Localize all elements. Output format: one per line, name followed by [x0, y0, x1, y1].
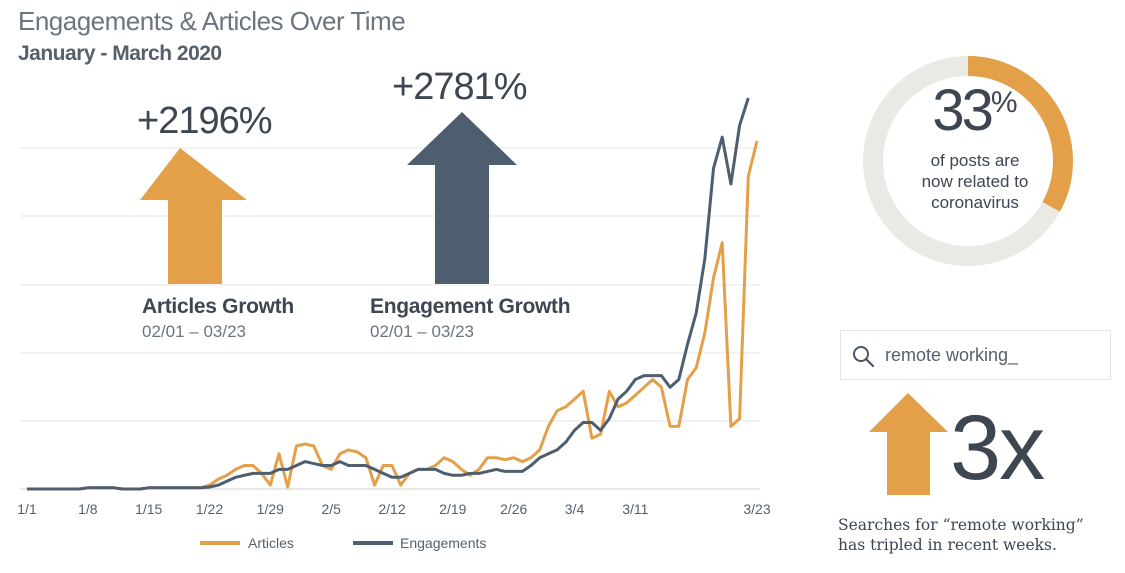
- search-note-line1: Searches for “remote working”: [838, 516, 1084, 534]
- x-tick-label: 3/11: [622, 501, 648, 517]
- donut-value: 33%: [925, 82, 1025, 140]
- x-tick-label: 1/29: [257, 501, 284, 517]
- x-tick-label: 2/12: [378, 501, 405, 517]
- x-tick-label: 2/26: [500, 501, 527, 517]
- articles-growth-value: +2196%: [137, 100, 273, 142]
- x-tick-label: 1/22: [196, 501, 223, 517]
- donut-caption-line3: coronavirus: [931, 193, 1019, 212]
- donut-number: 33: [932, 78, 993, 143]
- x-tick-label: 1/8: [78, 501, 98, 517]
- search-growth-arrow-icon: [869, 393, 948, 495]
- x-tick-label: 3/23: [743, 501, 770, 517]
- engagement-growth-range: 02/01 – 03/23: [370, 322, 474, 341]
- x-tick-label: 3/4: [565, 501, 585, 517]
- articles-growth-arrow-icon: [140, 148, 247, 284]
- x-tick-label: 2/19: [439, 501, 466, 517]
- donut-unit: %: [990, 86, 1018, 119]
- x-tick-label: 1/1: [17, 501, 37, 517]
- search-note-line2: has tripled in recent weeks.: [838, 536, 1057, 554]
- articles-growth-range: 02/01 – 03/23: [142, 322, 246, 341]
- donut-caption: of posts are now related to coronavirus: [888, 150, 1062, 213]
- legend-label-engagements: Engagements: [400, 535, 486, 551]
- x-tick-label: 1/15: [135, 501, 162, 517]
- search-multiplier: 3x: [950, 397, 1045, 499]
- search-note: Searches for “remote working” has triple…: [838, 515, 1084, 555]
- donut-caption-line2: now related to: [921, 172, 1029, 191]
- donut-caption-line1: of posts are: [930, 151, 1020, 170]
- donut-arc: [967, 56, 1073, 212]
- articles-growth-label: Articles Growth: [142, 295, 294, 318]
- engagement-growth-label: Engagement Growth: [370, 295, 571, 318]
- engagement-growth-arrow-icon: [407, 112, 517, 284]
- search-icon: [853, 346, 875, 368]
- legend-label-articles: Articles: [248, 535, 294, 551]
- series-line-engagements: [27, 97, 750, 491]
- x-tick-label: 2/5: [321, 501, 341, 517]
- chart-title: Engagements & Articles Over Time: [18, 6, 406, 36]
- search-query: remote working_: [885, 345, 1019, 365]
- engagement-growth-value: +2781%: [392, 66, 528, 108]
- chart-subtitle: January - March 2020: [18, 42, 222, 65]
- search-box: remote working_: [840, 330, 1111, 380]
